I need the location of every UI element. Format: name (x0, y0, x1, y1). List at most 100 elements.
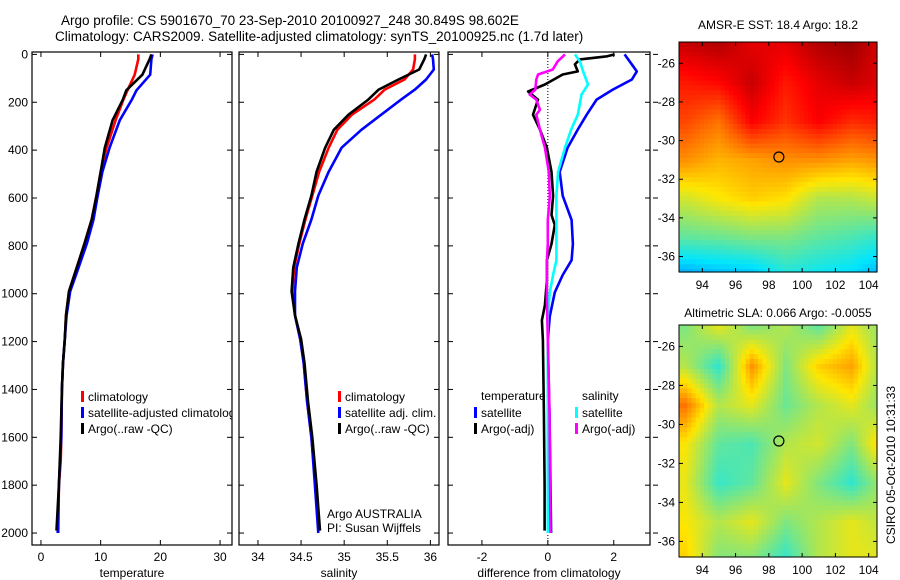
heatmap-cell (741, 129, 747, 135)
heatmap-cell (778, 215, 784, 222)
heatmap-cell (728, 158, 734, 164)
heatmap-cell (799, 368, 805, 375)
heatmap-cell (857, 407, 863, 414)
x-tick-label: 35.5 (376, 550, 400, 564)
heatmap-cell (824, 437, 830, 443)
heatmap-cell (791, 177, 797, 183)
heatmap-cell (853, 510, 859, 516)
heatmap-cell (791, 471, 797, 477)
axes-box-temperature (31, 51, 233, 546)
heatmap-cell (791, 61, 797, 67)
heatmap-cell (720, 495, 726, 502)
heatmap-cell (733, 344, 738, 350)
heatmap-cell (791, 109, 797, 115)
heatmap-cell (778, 378, 784, 385)
heatmap-cell (766, 119, 772, 125)
heatmap-cell (704, 244, 709, 251)
heatmap-cell (812, 490, 817, 497)
heatmap-cell (820, 196, 826, 202)
heatmap-cell (691, 359, 697, 365)
heatmap-cell (841, 373, 846, 380)
heatmap-cell (762, 417, 767, 424)
heatmap-cell (795, 46, 801, 53)
heatmap-cell (816, 196, 822, 202)
heatmap-cell (683, 249, 688, 256)
heatmap-cell (820, 138, 826, 144)
heatmap-cell (820, 109, 826, 115)
heatmap-cell (866, 500, 871, 506)
heatmap-cell (857, 129, 863, 135)
heatmap-cell (753, 187, 759, 193)
heatmap-cell (695, 432, 701, 438)
heatmap-cell (866, 339, 871, 346)
heatmap-cell (774, 129, 780, 135)
heatmap-cell (803, 510, 809, 516)
heatmap-cell (699, 215, 705, 222)
heatmap-cell (695, 471, 701, 477)
heatmap-cell (828, 211, 834, 217)
heatmap-cell (862, 42, 867, 48)
heatmap-cell (812, 104, 817, 111)
heatmap-cell (737, 378, 742, 385)
heatmap-cell (791, 466, 797, 472)
heatmap-cell (862, 196, 867, 202)
heatmap-cell (874, 177, 878, 183)
heatmap-cell (787, 549, 792, 555)
heatmap-cell (770, 549, 776, 555)
heatmap-cell (824, 398, 830, 404)
heatmap-cell (699, 329, 705, 336)
heatmap-cell (716, 422, 722, 428)
heatmap-cell (708, 244, 713, 251)
heatmap-cell (862, 206, 867, 212)
heatmap-cell (841, 534, 846, 541)
heatmap-cell (720, 211, 726, 217)
heatmap-cell (679, 505, 684, 511)
heatmap-cell (849, 211, 855, 217)
heatmap-cell (820, 162, 826, 169)
heatmap-cell (733, 515, 738, 521)
heatmap-cell (841, 446, 846, 453)
legend-swatch (575, 423, 578, 434)
heatmap-cell (704, 162, 709, 169)
heatmap-cell (807, 334, 813, 341)
heatmap-cell (741, 456, 747, 463)
heatmap-cell (795, 398, 801, 404)
heatmap-cell (720, 249, 726, 256)
heatmap-cell (874, 451, 878, 458)
heatmap-cell (770, 211, 776, 217)
heatmap-cell (828, 201, 834, 207)
heatmap-cell (695, 368, 701, 375)
heatmap-cell (683, 119, 688, 125)
heatmap-cell (837, 153, 842, 159)
series-line-temperature-2 (55, 53, 153, 531)
heatmap-cell (741, 206, 747, 212)
heatmap-cell (683, 51, 688, 58)
heatmap-cell (728, 182, 734, 188)
heatmap-cell (803, 109, 809, 115)
heatmap-cell (778, 129, 784, 135)
heatmap-cell (778, 211, 784, 217)
heatmap-cell (828, 129, 834, 135)
heatmap-cell (812, 510, 817, 516)
heatmap-cell (791, 446, 797, 453)
heatmap-cell (787, 153, 792, 159)
heatmap-cell (679, 349, 684, 355)
heatmap-cell (874, 85, 878, 91)
heatmap-cell (728, 148, 734, 154)
heatmap-cell (820, 383, 826, 389)
heatmap-cell (683, 211, 688, 217)
heatmap-cell (691, 368, 697, 375)
heatmap-cell (716, 368, 722, 375)
heatmap-cell (807, 100, 813, 106)
heatmap-cell (874, 505, 878, 511)
heatmap-cell (728, 427, 734, 433)
heatmap-cell (862, 264, 867, 270)
heatmap-cell (720, 215, 726, 222)
heatmap-cell (845, 388, 851, 394)
heatmap-cell (741, 427, 747, 433)
heatmap-cell (841, 235, 846, 241)
heatmap-cell (724, 432, 730, 438)
heatmap-cell (712, 354, 718, 360)
heatmap-cell (716, 544, 722, 550)
heatmap-cell (828, 158, 834, 164)
